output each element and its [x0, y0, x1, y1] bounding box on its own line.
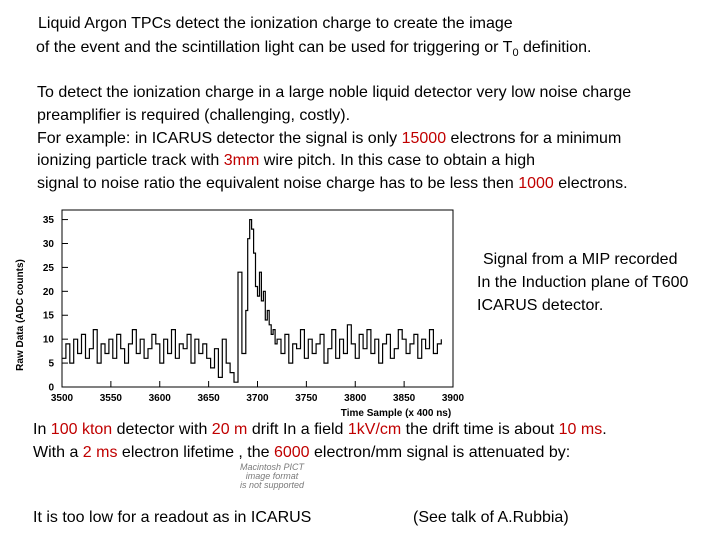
highlight-10ms: 10 ms	[558, 421, 603, 438]
t0-subscript: 0	[512, 47, 519, 60]
para-line-4: ionizing particle track with 3mm wire pi…	[37, 151, 535, 171]
highlight-1000: 1000	[518, 175, 554, 192]
watermark-line-2: image format	[245, 471, 299, 481]
para-line-5-b: electrons.	[553, 175, 628, 192]
y-tick-label-25: 25	[43, 263, 55, 274]
bottom-line-2-c: electron/mm signal is attenuated by:	[309, 444, 571, 461]
x-tick-label-3750: 3750	[295, 393, 318, 404]
para-line-3: For example: in ICARUS detector the sign…	[37, 129, 621, 149]
y-tick-label-35: 35	[43, 215, 55, 226]
x-axis-label: Time Sample (x 400 ns)	[341, 408, 451, 419]
para-line-2: preamplifier is required (challenging, c…	[37, 107, 351, 124]
x-tick-label-3700: 3700	[246, 393, 269, 404]
x-tick-label-3600: 3600	[149, 393, 172, 404]
bottom-line-2-a: With a	[33, 444, 83, 461]
para-line-4-b: wire pitch. In this case to obtain a hig…	[259, 152, 536, 169]
bottom-line-4: (See talk of A.Rubbia)	[413, 509, 569, 526]
x-tick-label-3800: 3800	[344, 393, 367, 404]
para-line-4-a: ionizing particle track with	[37, 152, 224, 169]
x-tick-label-3900: 3900	[442, 393, 465, 404]
highlight-100kton: 100 kton	[50, 421, 113, 438]
x-tick-label-3650: 3650	[198, 393, 221, 404]
caption-line-3: ICARUS detector.	[477, 297, 604, 314]
highlight-2ms: 2 ms	[82, 444, 118, 461]
para-line-5-a: signal to noise ratio the equivalent noi…	[37, 175, 519, 192]
pict-placeholder-watermark: Macintosh PICT image format is not suppo…	[224, 463, 320, 490]
highlight-20m: 20 m	[211, 421, 248, 438]
y-tick-label-0: 0	[48, 383, 54, 394]
highlight-3mm: 3mm	[223, 152, 260, 169]
intro-line-1: Liquid Argon TPCs detect the ionization …	[38, 15, 513, 32]
y-tick-label-15: 15	[43, 311, 55, 322]
y-tick-label-10: 10	[43, 335, 55, 346]
bottom-line-3: It is too low for a readout as in ICARUS	[33, 509, 312, 526]
x-tick-label-3850: 3850	[393, 393, 416, 404]
intro-line-2-suffix: definition.	[518, 39, 592, 56]
y-tick-label-5: 5	[48, 359, 54, 370]
x-tick-label-3550: 3550	[100, 393, 123, 404]
para-line-1: To detect the ionization charge in a lar…	[37, 84, 632, 101]
intro-line-2-text: of the event and the scintillation light…	[36, 39, 513, 56]
adc-waveform-chart: 3500 3550 3600 3650 3700 3750 3800 3850 3900 0 5 10…	[15, 209, 465, 419]
bottom-line-2: With a 2 ms electron lifetime , the 6000…	[33, 443, 570, 463]
watermark-line-3: is not supported	[239, 480, 305, 490]
bottom-line-1: In 100 kton detector with 20 m drift In …	[33, 420, 607, 440]
plot-frame	[61, 209, 454, 388]
highlight-6000: 6000	[273, 444, 310, 461]
bottom-line-1-b: detector with	[112, 421, 212, 438]
caption-line-2: In the Induction plane of T600	[477, 274, 689, 291]
highlight-1kv-cm: 1kV/cm	[347, 421, 402, 438]
intro-line-2: of the event and the scintillation light…	[36, 38, 592, 63]
para-line-5: signal to noise ratio the equivalent noi…	[37, 174, 628, 194]
bottom-line-1-c: drift In a field	[247, 421, 348, 438]
para-line-3-b: electrons for a minimum	[446, 130, 622, 147]
plot-layer: 3500 3550 3600 3650 3700 3750 3800 3850 3900 0 5 10…	[43, 209, 465, 404]
y-tick-label-20: 20	[43, 287, 55, 298]
y-tick-label-30: 30	[43, 239, 55, 250]
series-line-0	[62, 219, 442, 383]
bottom-line-1-e: .	[602, 421, 607, 438]
watermark-line-1: Macintosh PICT	[239, 462, 305, 472]
y-axis-label: Raw Data (ADC counts)	[15, 259, 26, 371]
caption-line-1: Signal from a MIP recorded	[483, 251, 678, 268]
bottom-line-2-b: electron lifetime , the	[117, 444, 274, 461]
x-tick-label-3500: 3500	[51, 393, 74, 404]
bottom-line-1-d: the drift time is about	[401, 421, 559, 438]
bottom-line-1-a: In	[33, 421, 51, 438]
highlight-15000: 15000	[401, 130, 447, 147]
para-line-3-a: For example: in ICARUS detector the sign…	[37, 130, 402, 147]
